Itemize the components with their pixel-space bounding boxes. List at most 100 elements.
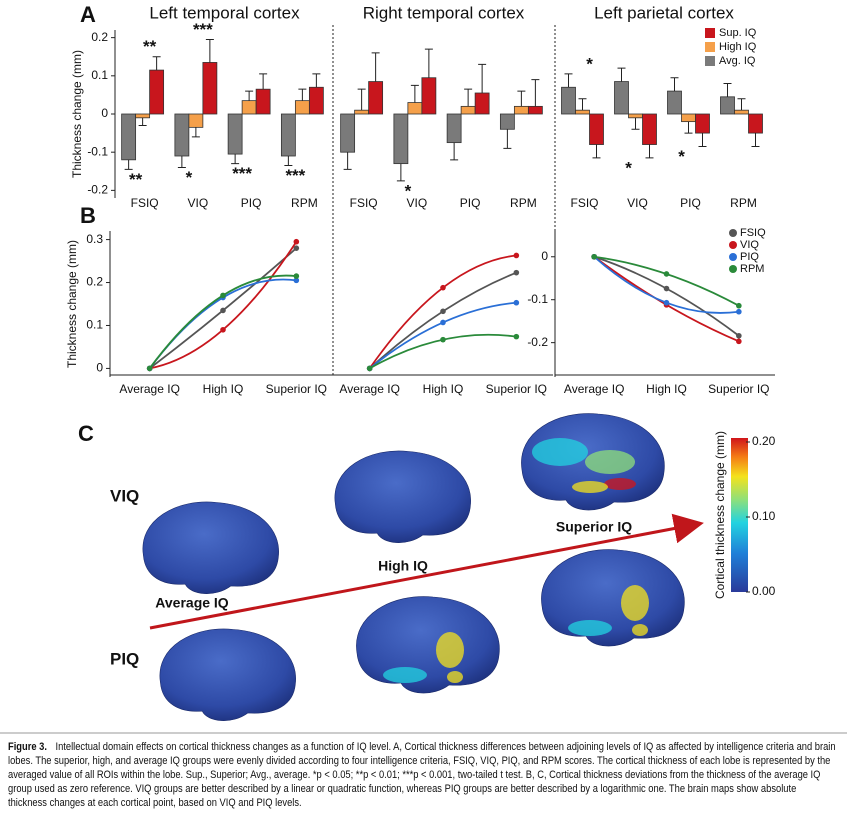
- line: [593, 256, 740, 343]
- error-bar: [124, 159, 133, 170]
- colorbar: [731, 438, 748, 592]
- point: [440, 284, 446, 291]
- legend-swatch: [705, 28, 715, 38]
- point: [220, 307, 226, 314]
- error-bar: [578, 98, 587, 111]
- legend-label: VIQ: [740, 239, 759, 251]
- brain-map: [334, 450, 471, 543]
- x-tick-label: VIQ: [407, 196, 428, 210]
- x-tick-label: Superior IQ: [708, 382, 769, 396]
- x-tick-label: RPM: [291, 196, 318, 210]
- point: [293, 238, 300, 245]
- brain-highlight: [532, 438, 588, 466]
- chart: A B C VIQ PIQ Average IQ High IQ Superio…: [0, 2, 847, 734]
- x-tick-label: High IQ: [203, 382, 244, 396]
- brain-highlight: [568, 620, 612, 636]
- legend-swatch: [705, 56, 715, 66]
- legend-label: Avg. IQ: [719, 55, 756, 67]
- bar: [340, 113, 356, 153]
- brain-highlight: [604, 478, 636, 490]
- annotation: *: [586, 54, 593, 73]
- brain-highlight: [383, 667, 427, 683]
- y-tick-label: 0.1: [86, 318, 103, 332]
- error-bar: [564, 73, 573, 88]
- point: [663, 299, 670, 306]
- legend-marker: [729, 265, 737, 273]
- brain-map: [142, 501, 279, 594]
- x-tick-label: Average IQ: [564, 382, 624, 396]
- point: [736, 302, 742, 309]
- y-axis-label: Thickness change (mm): [65, 240, 79, 368]
- point: [736, 332, 742, 339]
- y-tick-label: 0: [101, 106, 108, 120]
- y-tick-label: 0: [96, 361, 103, 375]
- line: [593, 255, 740, 337]
- error-bar: [617, 67, 626, 82]
- arrow: [149, 513, 704, 630]
- x-tick-label: VIQ: [627, 196, 648, 210]
- error-bar: [152, 56, 161, 71]
- chart-title: Right temporal cortex: [363, 3, 525, 22]
- annotation: ***: [285, 166, 305, 185]
- error-bar: [357, 88, 366, 111]
- panel-label: B: [80, 203, 96, 228]
- colorbar-tick-label: 0.10: [752, 509, 776, 523]
- bar: [642, 113, 657, 145]
- point: [513, 269, 520, 276]
- brain-map: [159, 628, 296, 721]
- column-label: Superior IQ: [556, 519, 632, 535]
- point: [736, 338, 742, 345]
- point: [440, 308, 446, 315]
- error-bar: [284, 156, 293, 167]
- error-bar: [751, 133, 760, 147]
- error-bar: [191, 127, 200, 138]
- error-bar: [503, 129, 512, 149]
- error-bar: [259, 73, 268, 90]
- error-bar: [371, 52, 380, 82]
- brain-highlight: [585, 450, 635, 474]
- point: [591, 253, 597, 260]
- x-tick-label: VIQ: [188, 196, 209, 210]
- point: [293, 277, 300, 284]
- point: [220, 326, 226, 333]
- x-tick-label: Superior IQ: [486, 382, 547, 396]
- point: [663, 285, 670, 292]
- row-label: VIQ: [110, 486, 139, 505]
- y-tick-label: 0.3: [86, 232, 103, 246]
- colorbar-title: Cortical thickness change (mm): [713, 431, 727, 599]
- error-bar: [670, 77, 679, 92]
- bar: [499, 113, 515, 130]
- annotation: *: [625, 158, 632, 177]
- annotation: **: [143, 37, 157, 56]
- x-tick-label: Superior IQ: [266, 382, 327, 396]
- bar: [188, 113, 204, 128]
- point: [293, 273, 300, 279]
- bar: [667, 90, 682, 115]
- annotation: *: [405, 181, 412, 200]
- point: [663, 271, 670, 277]
- bar: [149, 69, 165, 115]
- error-bar: [410, 84, 419, 103]
- caption: Figure 3. Intellectual domain effects on …: [8, 740, 837, 810]
- colorbar-tick-label: 0.00: [752, 584, 776, 598]
- legend-label: FSIQ: [740, 227, 766, 239]
- bar: [421, 77, 437, 115]
- bar: [720, 96, 735, 115]
- legend-marker: [729, 253, 737, 261]
- y-axis-label: Thickness change (mm): [70, 50, 84, 178]
- brain-highlight: [621, 585, 649, 621]
- line: [149, 241, 298, 370]
- bar: [734, 109, 749, 115]
- bar: [255, 88, 271, 115]
- y-tick-label: 0.2: [86, 275, 103, 289]
- annotation: ***: [193, 20, 213, 39]
- bar: [202, 62, 218, 115]
- point: [440, 336, 446, 343]
- bar: [474, 92, 490, 115]
- colorbar-tick-label: 0.20: [752, 434, 776, 448]
- brain-highlight: [436, 632, 464, 668]
- annotation: **: [129, 170, 143, 189]
- error-bar: [631, 117, 640, 130]
- bar: [368, 81, 384, 115]
- x-tick-label: PIQ: [241, 196, 262, 210]
